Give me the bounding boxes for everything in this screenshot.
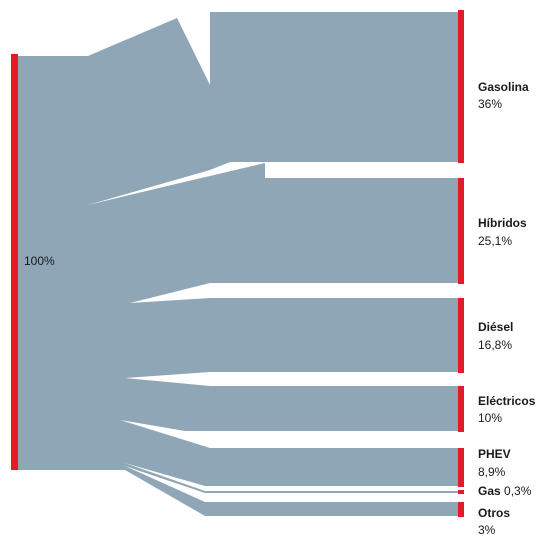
target-name-gasolina: Gasolina — [478, 80, 529, 94]
target-name-hibridos: Híbridos — [478, 216, 527, 230]
flow-diesel — [18, 298, 460, 378]
node-bar-hibridos — [458, 178, 464, 284]
flow-hibridos — [18, 163, 460, 303]
flow-otros — [18, 466, 460, 516]
flow-phev — [18, 420, 460, 486]
flow-electricos — [18, 378, 460, 431]
node-bar-electricos — [458, 386, 464, 432]
node-bar-gas — [458, 490, 464, 494]
node-bar-diesel — [458, 298, 464, 373]
target-value-diesel: 16,8% — [478, 338, 513, 352]
flows — [18, 12, 460, 516]
target-gas-label: Gas 0,3% — [478, 484, 531, 499]
source-value-label: 100% — [24, 254, 55, 268]
target-name-gas: Gas — [478, 484, 501, 498]
node-bar-gasolina — [458, 10, 464, 163]
node-bar-source — [11, 54, 18, 470]
node-bar-phev — [458, 448, 464, 487]
target-value-phev: 8,9% — [478, 465, 506, 479]
target-name-otros: Otros — [478, 506, 511, 520]
target-name-phev: PHEV — [478, 447, 511, 461]
target-name-diesel: Diésel — [478, 320, 514, 334]
target-name-electricos: Eléctricos — [478, 394, 536, 408]
target-value-otros: 3% — [478, 523, 496, 537]
node-bar-otros — [458, 502, 464, 517]
target-value-gas: 0,3% — [504, 484, 532, 498]
target-value-gasolina: 36% — [478, 97, 503, 111]
target-value-electricos: 10% — [478, 411, 503, 425]
node-bars — [11, 10, 464, 517]
target-value-hibridos: 25,1% — [478, 234, 513, 248]
flow-gasolina — [18, 12, 460, 205]
